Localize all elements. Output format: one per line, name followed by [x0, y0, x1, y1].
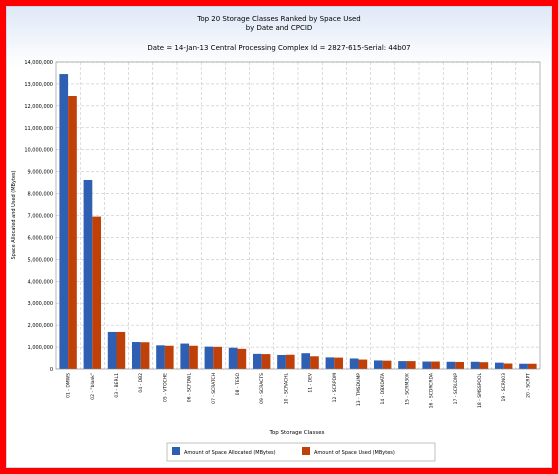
x-tick-label: 17 - SCRLONP	[453, 373, 459, 405]
bars	[59, 74, 537, 369]
bar-used	[479, 362, 489, 369]
y-tick-label: 0	[50, 367, 53, 373]
bar-used	[406, 361, 416, 369]
legend-box	[166, 442, 436, 462]
x-tick-label: 15 - SCRM30K	[404, 372, 410, 405]
bar-used	[261, 354, 271, 369]
y-axis-ticks: 0 1,000,000 2,000,000 3,000,000 4,000,000 5,0…	[24, 60, 53, 373]
x-tick-label: 02 - "blank"	[90, 373, 96, 400]
x-tick-label: 07 - SCRATCH	[211, 373, 217, 404]
legend-label-allocated: Amount of Space Allocated (MBytes)	[184, 450, 276, 456]
bar-allocated	[131, 342, 141, 369]
chart-subtitle: Date = 14-Jan-13 Central Processing Comp…	[147, 44, 410, 52]
y-tick-label: 10,000,000	[24, 148, 53, 154]
y-tick-label: 5,000,000	[28, 257, 53, 263]
y-tick-label: 7,000,000	[28, 214, 53, 220]
x-tick-label: 18 - SMSSPOOL	[477, 373, 483, 408]
x-tick-label: 04 - DB2	[138, 373, 144, 393]
y-tick-label: 6,000,000	[28, 235, 53, 241]
x-tick-label: 09 - SCRACTS	[259, 373, 265, 404]
y-tick-label: 14,000,000	[24, 60, 53, 66]
y-tick-label: 13,000,000	[24, 82, 53, 88]
bar-used	[140, 342, 150, 369]
bar-allocated	[446, 361, 456, 369]
bar-used	[503, 363, 513, 369]
x-tick-label: 12 - SCRPDM	[332, 373, 338, 403]
x-tick-label: 20 - SCRPT	[525, 373, 531, 398]
bar-allocated	[422, 361, 432, 369]
bar-used	[310, 356, 319, 369]
bar-used	[237, 348, 247, 369]
chart-title: Top 20 Storage Classes Ranked by Space U…	[196, 15, 360, 23]
x-tick-label: 05 - VTOCHE	[162, 373, 168, 402]
bar-used	[431, 361, 440, 369]
x-tick-label: 10 - SCRACHL	[283, 373, 289, 405]
y-tick-label: 2,000,000	[28, 323, 53, 329]
bar-used	[527, 363, 537, 369]
bar-allocated	[180, 343, 190, 369]
grid	[56, 61, 540, 370]
bar-allocated	[325, 357, 335, 369]
y-tick-label: 12,000,000	[24, 104, 53, 110]
bar-used	[189, 345, 198, 369]
bar-allocated	[107, 331, 117, 369]
x-tick-label: 14 - DBXDATA	[380, 372, 386, 404]
bar-allocated	[252, 353, 262, 369]
y-tick-label: 1,000,000	[28, 345, 53, 351]
bar-used	[164, 345, 174, 369]
bar-allocated	[228, 347, 238, 369]
x-tick-label: 01 - DMWS	[66, 373, 72, 398]
bar-allocated	[519, 363, 528, 369]
bar-used	[285, 354, 295, 369]
bar-used	[382, 360, 392, 369]
x-axis-label: Top Storage Classes	[268, 430, 324, 436]
bar-allocated	[59, 74, 69, 369]
x-tick-label: 06 - SCFDWL	[187, 373, 193, 403]
bar-allocated	[373, 360, 383, 369]
x-tick-label: 03 - BERL1	[114, 373, 120, 398]
bar-allocated	[204, 346, 214, 369]
x-tick-label: 19 - SCRN03	[501, 373, 507, 402]
legend-swatch-used	[302, 447, 310, 455]
bar-allocated	[83, 179, 93, 369]
bar-allocated	[156, 345, 165, 369]
bar-allocated	[398, 361, 407, 369]
plot-border	[55, 61, 541, 370]
y-tick-label: 4,000,000	[28, 279, 53, 285]
x-tick-label: 11 - DEV	[308, 372, 314, 393]
bar-used	[213, 346, 223, 369]
x-axis-ticks: 01 - DMWS 02 - "blank" 03 - BERL1 04 - DB2 0…	[66, 372, 532, 408]
legend-label-used: Amount of Space Used (MBytes)	[314, 450, 395, 456]
bar-used	[334, 357, 344, 369]
y-axis-label: Space Allocated and Used (MBytes)	[11, 170, 17, 259]
y-tick-label: 8,000,000	[28, 192, 53, 198]
legend-swatch-allocated	[172, 447, 180, 455]
bar-used	[92, 216, 102, 369]
bar-allocated	[494, 362, 504, 369]
x-tick-label: 13 - TMSDUMP	[356, 373, 362, 406]
bar-used	[116, 331, 126, 369]
bar-allocated	[301, 353, 311, 369]
bar-used	[68, 95, 77, 369]
x-tick-label: 08 - TESO	[235, 373, 241, 396]
bar-used	[358, 359, 368, 369]
chart-title-line2: by Date and CPCID	[246, 24, 313, 32]
y-tick-label: 11,000,000	[24, 126, 53, 132]
bar-allocated	[349, 358, 359, 369]
y-tick-label: 3,000,000	[28, 301, 53, 307]
x-tick-label: 16 - SCDRCRDA	[429, 372, 435, 408]
bar-allocated	[277, 354, 286, 369]
bar-allocated	[470, 361, 480, 369]
chart-panel: Top 20 Storage Classes Ranked by Space U…	[6, 6, 552, 468]
bar-used	[455, 361, 465, 369]
chart: Top 20 Storage Classes Ranked by Space U…	[11, 15, 541, 462]
y-tick-label: 9,000,000	[28, 170, 53, 176]
